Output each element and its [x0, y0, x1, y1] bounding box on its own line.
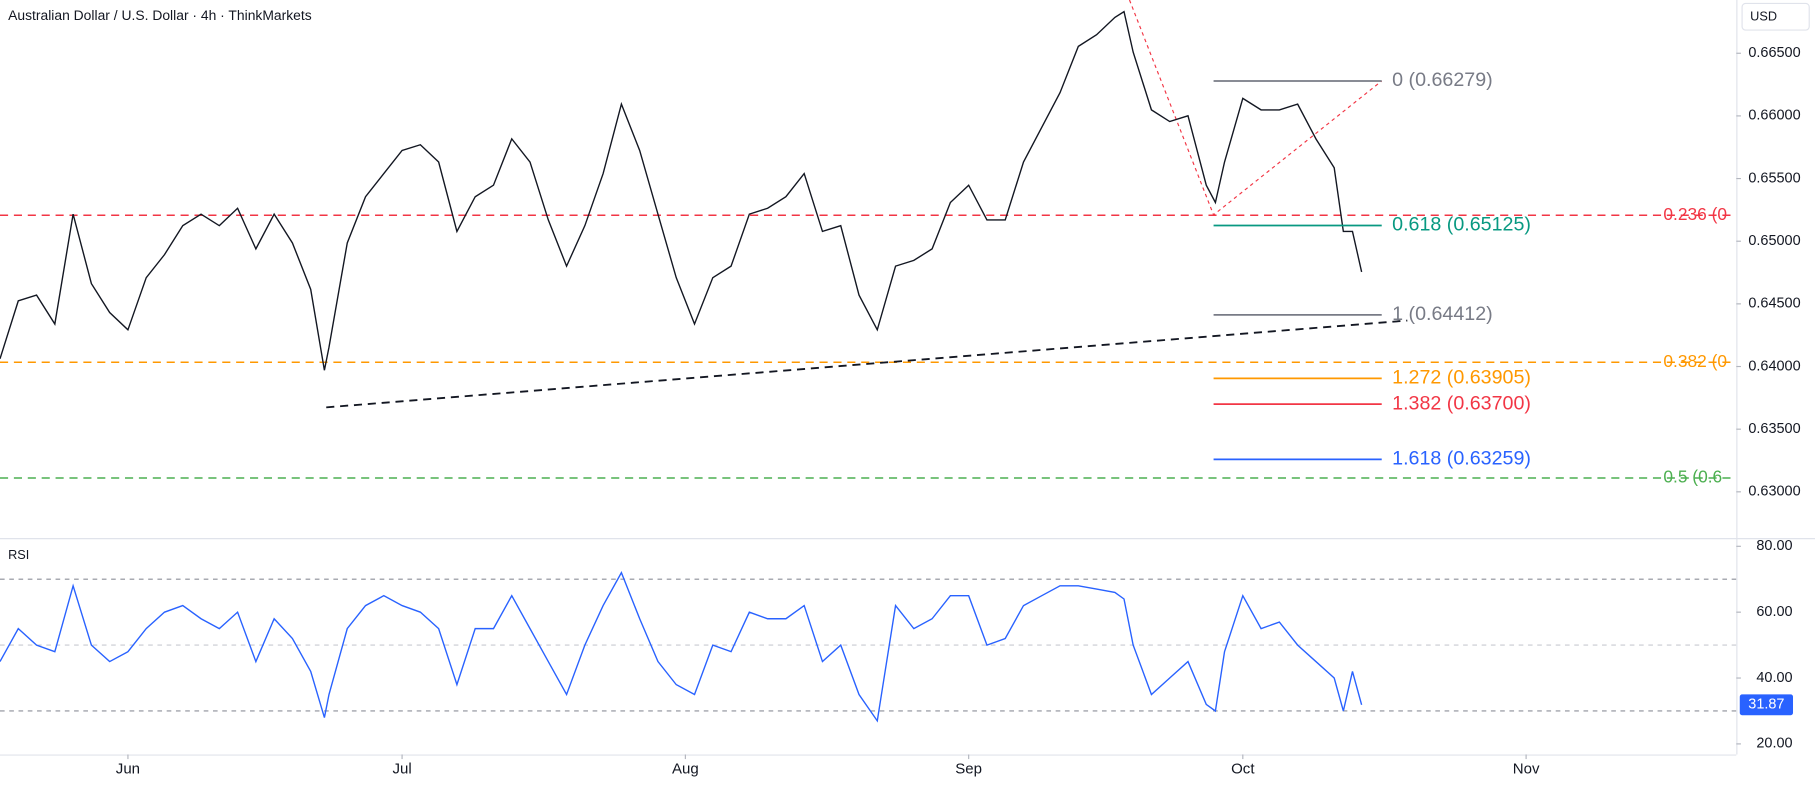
trend-line: [326, 319, 1408, 409]
y-tick-label: 0.64500: [1748, 296, 1800, 312]
y-tick-label: 40.00: [1756, 670, 1792, 686]
y-tick-label: 0.65000: [1748, 233, 1800, 249]
x-tick-label: Aug: [672, 760, 699, 777]
fib-label: 0.618 (0.65125): [1392, 214, 1531, 236]
y-tick-label: 80.00: [1756, 538, 1792, 554]
level-label: 0.5 (0.6: [1663, 467, 1722, 487]
x-tick-label: Sep: [955, 760, 982, 777]
y-tick-label: 0.65500: [1748, 170, 1800, 186]
y-tick-label: 60.00: [1756, 604, 1792, 620]
y-tick-label: 0.63000: [1748, 484, 1800, 500]
last-value-label: 31.87: [1748, 697, 1784, 713]
x-tick-label: Nov: [1513, 760, 1540, 777]
chart-title: Australian Dollar / U.S. Dollar · 4h · T…: [8, 7, 312, 23]
x-tick-label: Jun: [116, 760, 140, 777]
level-label: 0.382 (0: [1663, 351, 1727, 371]
indicator-title: RSI: [8, 547, 29, 562]
currency-box[interactable]: [1741, 2, 1810, 31]
price-line: [0, 10, 1363, 371]
fib-label: 1 (0.64412): [1392, 303, 1493, 325]
y-tick-label: 0.66500: [1748, 45, 1800, 61]
y-tick-label: 20.00: [1756, 736, 1792, 752]
price-line: [0, 571, 1363, 723]
y-tick-label: 0.63500: [1748, 421, 1800, 437]
fib-label: 1.272 (0.63905): [1392, 367, 1531, 389]
x-tick-label: Oct: [1231, 760, 1255, 777]
plot-area: 0.236 (0 0.382 (0 0.5 (0.6 0 (0.66279) 0.618…: [0, 0, 1737, 723]
fib-label: 0 (0.66279): [1392, 69, 1493, 91]
level-label: 0.236 (0: [1663, 204, 1727, 224]
fib-label: 1.382 (0.63700): [1392, 392, 1531, 414]
x-tick-label: Jul: [392, 760, 411, 777]
currency[interactable]: USD: [1750, 9, 1777, 24]
last-value-tag: [1739, 694, 1794, 716]
fib-anchor: [1128, 0, 1383, 216]
fib-label: 1.618 (0.63259): [1392, 448, 1531, 470]
y-tick-label: 0.66000: [1748, 108, 1800, 124]
y-tick-label: 0.64000: [1748, 358, 1800, 374]
